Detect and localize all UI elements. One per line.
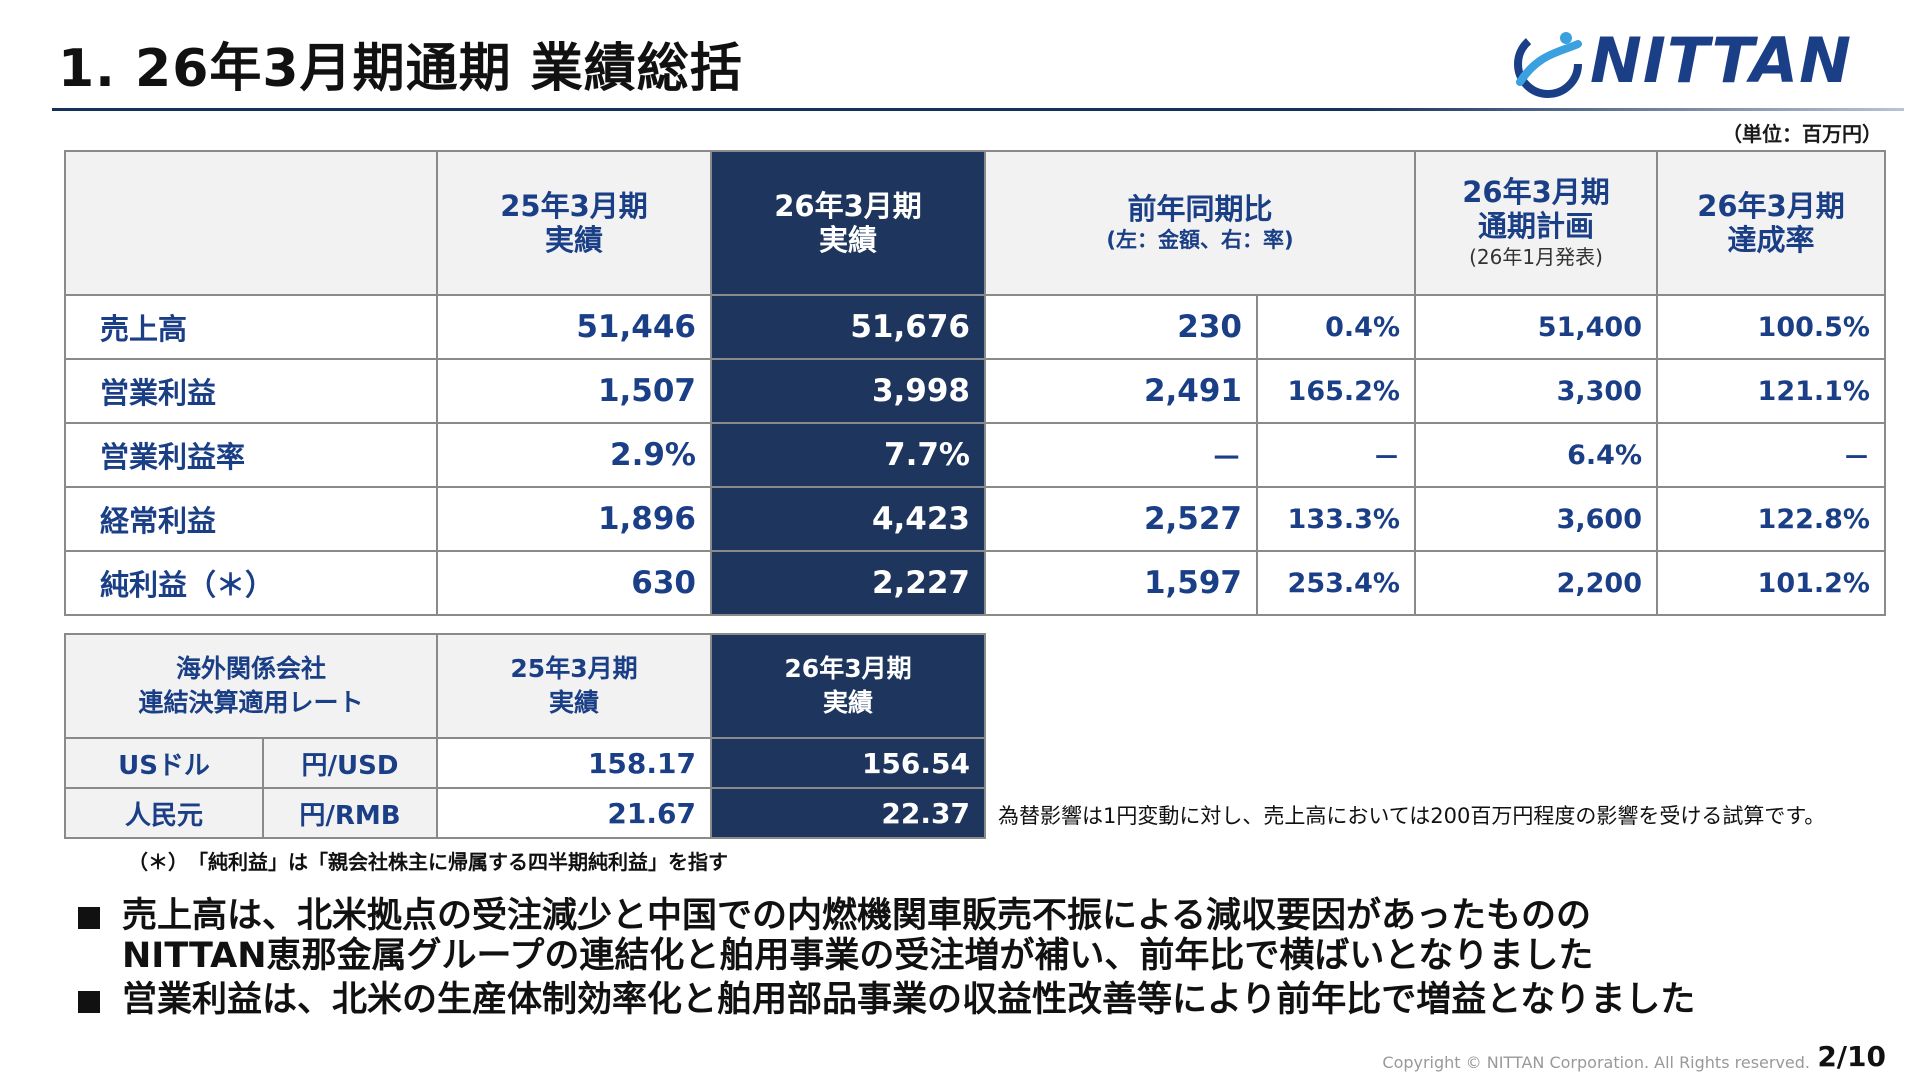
title-divider [52, 108, 1904, 111]
bullet-item: 売上高は、北米拠点の受注減少と中国での内燃機関車販売不振による減収要因があったも… [76, 896, 1856, 976]
fx-header-fy25-line1: 25年3月期 [510, 654, 638, 683]
fx-pair: 円/RMB [262, 787, 438, 839]
square-bullet-icon [78, 907, 100, 929]
logo-text: NITTAN [1590, 24, 1853, 97]
fx-header-fy25: 25年3月期 実績 [436, 633, 712, 739]
header-fy25-line1: 25年3月期 [500, 189, 648, 223]
page-title: 1. 26年3月期通期 業績総括 [58, 39, 743, 99]
header-plan-line2: 通期計画 [1477, 209, 1594, 243]
cell-plan: 2,200 [1414, 550, 1658, 616]
table-row: USドル 円/USD 158.17 156.54 [64, 737, 986, 789]
header-fy26: 26年3月期 実績 [710, 150, 986, 296]
fx-header-fy26: 26年3月期 実績 [710, 633, 986, 739]
cell-diff: 2,491 [984, 358, 1258, 424]
square-bullet-icon [78, 991, 100, 1013]
cell-plan: 3,300 [1414, 358, 1658, 424]
page-number: 2/10 [1817, 1040, 1886, 1073]
bullet-line: NITTAN恵那金属グループの連結化と舶用事業の受注増が補い、前年比で横ばいとな… [122, 936, 1594, 976]
cell-diff: 1,597 [984, 550, 1258, 616]
cell-fy26: 3,998 [710, 358, 986, 424]
fx-header-label: 海外関係会社 連結決算適用レート [64, 633, 438, 739]
header-corner-cell [64, 150, 438, 296]
table-row: 売上高 51,446 51,676 230 0.4% 51,400 100.5% [64, 294, 1886, 360]
header-fy26-line1: 26年3月期 [774, 189, 922, 223]
results-header-row: 25年3月期 実績 26年3月期 実績 前年同期比 (左：金額、右：率) 26年… [64, 150, 1886, 296]
header-fy25-line2: 実績 [544, 223, 603, 257]
fx-fy25: 21.67 [436, 787, 712, 839]
fx-header-line1: 海外関係会社 [175, 654, 326, 683]
header-ach-line1: 26年3月期 [1697, 189, 1845, 223]
cell-fy25: 1,896 [436, 486, 712, 552]
cell-achievement: － [1656, 422, 1886, 488]
header-fy25: 25年3月期 実績 [436, 150, 712, 296]
fx-currency: 人民元 [64, 787, 264, 839]
fx-pair: 円/USD [262, 737, 438, 789]
header-plan-line1: 26年3月期 [1462, 175, 1610, 209]
fx-fy26: 22.37 [710, 787, 986, 839]
table-row: 営業利益 1,507 3,998 2,491 165.2% 3,300 121.… [64, 358, 1886, 424]
header-yoy-line1: 前年同期比 [1127, 192, 1273, 226]
fx-header-fy25-line2: 実績 [548, 688, 599, 717]
cell-diff: － [984, 422, 1258, 488]
fx-fy26: 156.54 [710, 737, 986, 789]
cell-diff: 2,527 [984, 486, 1258, 552]
cell-fy26: 51,676 [710, 294, 986, 360]
header-yoy-line2: (左：金額、右：率) [1106, 228, 1294, 252]
fx-impact-note: 為替影響は1円変動に対し、売上高においては200百万円程度の影響を受ける試算です… [998, 804, 1826, 828]
copyright: Copyright © NITTAN Corporation. All Righ… [1382, 1053, 1810, 1072]
row-label: 売上高 [64, 294, 438, 360]
cell-fy26: 2,227 [710, 550, 986, 616]
cell-fy25: 1,507 [436, 358, 712, 424]
cell-fy25: 630 [436, 550, 712, 616]
cell-fy26: 4,423 [710, 486, 986, 552]
cell-plan: 3,600 [1414, 486, 1658, 552]
fx-header-fy26-line1: 26年3月期 [784, 654, 912, 683]
bullet-line: 営業利益は、北米の生産体制効率化と舶用部品事業の収益性改善等により前年比で増益と… [122, 980, 1696, 1020]
header-fy26-line2: 実績 [818, 223, 877, 257]
summary-bullets: 売上高は、北米拠点の受注減少と中国での内燃機関車販売不振による減収要因があったも… [76, 896, 1856, 1024]
header-yoy: 前年同期比 (左：金額、右：率) [984, 150, 1416, 296]
cell-fy25: 2.9% [436, 422, 712, 488]
cell-achievement: 122.8% [1656, 486, 1886, 552]
nittan-swirl-icon [1514, 30, 1582, 98]
row-label: 純利益（＊） [64, 550, 438, 616]
cell-rate: 0.4% [1256, 294, 1416, 360]
cell-fy26: 7.7% [710, 422, 986, 488]
cell-rate: 133.3% [1256, 486, 1416, 552]
results-table: 25年3月期 実績 26年3月期 実績 前年同期比 (左：金額、右：率) 26年… [64, 150, 1886, 616]
footnote: （＊） 「純利益」は「親会社株主に帰属する四半期純利益」を指す [128, 850, 728, 874]
cell-achievement: 101.2% [1656, 550, 1886, 616]
table-row: 経常利益 1,896 4,423 2,527 133.3% 3,600 122.… [64, 486, 1886, 552]
header-plan-line3: (26年1月発表) [1469, 245, 1603, 269]
header-achievement: 26年3月期 達成率 [1656, 150, 1886, 296]
fx-fy25: 158.17 [436, 737, 712, 789]
header-ach-line2: 達成率 [1727, 223, 1815, 257]
bullet-item: 営業利益は、北米の生産体制効率化と舶用部品事業の収益性改善等により前年比で増益と… [76, 980, 1856, 1020]
cell-plan: 51,400 [1414, 294, 1658, 360]
cell-achievement: 121.1% [1656, 358, 1886, 424]
table-row: 純利益（＊） 630 2,227 1,597 253.4% 2,200 101.… [64, 550, 1886, 616]
cell-rate: 165.2% [1256, 358, 1416, 424]
row-label: 経常利益 [64, 486, 438, 552]
fx-header-line2: 連結決算適用レート [138, 688, 364, 717]
cell-diff: 230 [984, 294, 1258, 360]
cell-rate: 253.4% [1256, 550, 1416, 616]
cell-plan: 6.4% [1414, 422, 1658, 488]
unit-label: （単位：百万円） [1722, 122, 1882, 146]
table-row: 人民元 円/RMB 21.67 22.37 [64, 787, 986, 839]
fx-currency: USドル [64, 737, 264, 789]
cell-rate: － [1256, 422, 1416, 488]
row-label: 営業利益率 [64, 422, 438, 488]
cell-achievement: 100.5% [1656, 294, 1886, 360]
bullet-line: 売上高は、北米拠点の受注減少と中国での内燃機関車販売不振による減収要因があったも… [122, 896, 1591, 936]
cell-fy25: 51,446 [436, 294, 712, 360]
fx-header-fy26-line2: 実績 [822, 688, 873, 717]
row-label: 営業利益 [64, 358, 438, 424]
header-plan: 26年3月期 通期計画 (26年1月発表) [1414, 150, 1658, 296]
fx-rate-table: 海外関係会社 連結決算適用レート 25年3月期 実績 26年3月期 実績 USド… [64, 633, 986, 839]
table-row: 営業利益率 2.9% 7.7% － － 6.4% － [64, 422, 1886, 488]
nittan-logo: NITTAN [1508, 22, 1898, 102]
fx-header-row: 海外関係会社 連結決算適用レート 25年3月期 実績 26年3月期 実績 [64, 633, 986, 739]
